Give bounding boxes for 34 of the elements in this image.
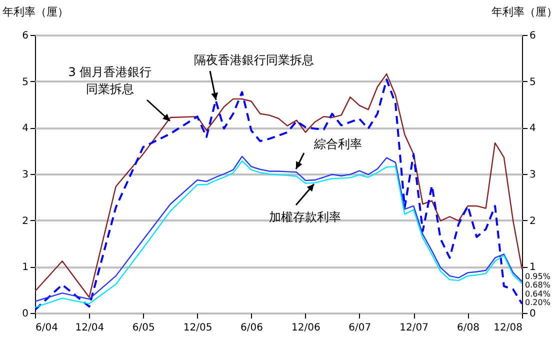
text: 隔夜香港銀行同業拆息 (194, 53, 314, 67)
x-tick-label: 6/04 (36, 322, 58, 334)
x-tick-label: 12/04 (75, 322, 104, 334)
y-tick-label: 6 (22, 30, 28, 42)
text: 0.64% (525, 289, 551, 298)
x-tick-label: 12/07 (400, 322, 428, 334)
x-tick-label: 6/05 (132, 322, 155, 334)
text: 0.95% (525, 272, 551, 281)
y-tick-label: 1 (22, 262, 28, 274)
x-tick-label: 6/07 (348, 322, 372, 334)
x-tick-label: 12/06 (292, 322, 320, 334)
y-axis-title: 年利率（厘） (2, 6, 68, 18)
y2-tick-label: 2 (530, 216, 536, 227)
x-tick-label: 12/08 (494, 322, 522, 334)
y2-tick-label: 5 (530, 76, 536, 88)
x-tick-label: 12/05 (183, 322, 212, 334)
y2-axis-title: 年利率（厘） (492, 6, 557, 18)
y2-tick-label: 6 (530, 30, 536, 42)
text: 0.20% (525, 298, 551, 307)
x-tick-label: 6/06 (240, 322, 263, 334)
text: 加權存款利率 (269, 210, 341, 224)
y2-tick-label: 3 (530, 170, 536, 180)
y2-tick-label: 4 (530, 123, 536, 134)
y-tick-label: 4 (22, 123, 28, 134)
y2-tick-label: 0 (530, 308, 536, 320)
text: 3 個月香港銀行同業拆息 (68, 65, 152, 96)
y-tick-label: 3 (22, 170, 28, 180)
y-tick-label: 5 (22, 76, 28, 88)
y-tick-label: 2 (22, 216, 28, 227)
text: 0.68% (525, 280, 551, 290)
series-label: 綜合利率 (313, 137, 362, 151)
y2-tick-label: 1 (530, 262, 536, 274)
y-tick-label: 0 (22, 308, 28, 320)
x-tick-label: 6/08 (457, 322, 480, 334)
